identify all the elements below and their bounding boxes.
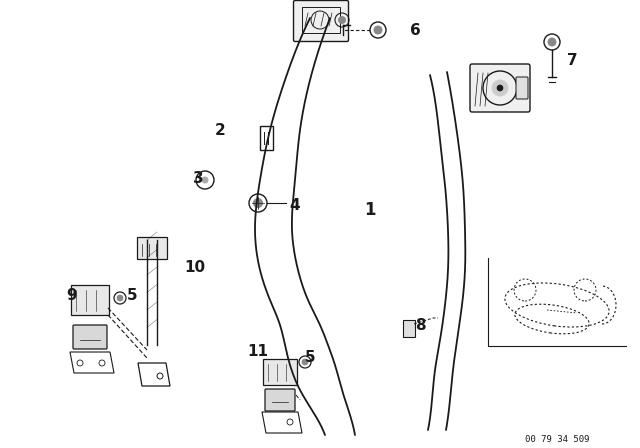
FancyBboxPatch shape [294, 0, 349, 42]
Text: 3: 3 [193, 171, 204, 185]
Text: 5: 5 [127, 289, 138, 303]
Text: 8: 8 [415, 318, 426, 332]
FancyBboxPatch shape [265, 389, 295, 411]
Text: 5: 5 [305, 350, 316, 366]
Circle shape [374, 26, 382, 34]
Text: 9: 9 [67, 288, 77, 302]
FancyBboxPatch shape [137, 237, 167, 259]
Text: 11: 11 [248, 345, 269, 359]
Text: 4: 4 [290, 198, 300, 212]
FancyBboxPatch shape [403, 319, 415, 336]
FancyBboxPatch shape [73, 325, 107, 349]
Text: 7: 7 [566, 52, 577, 68]
FancyBboxPatch shape [71, 285, 109, 315]
Text: 10: 10 [184, 260, 205, 276]
Circle shape [339, 17, 346, 23]
Text: 1: 1 [364, 201, 376, 219]
FancyBboxPatch shape [470, 64, 530, 112]
Circle shape [253, 198, 262, 207]
Circle shape [302, 359, 308, 365]
Circle shape [492, 80, 508, 96]
FancyBboxPatch shape [263, 359, 297, 385]
Text: 2: 2 [214, 122, 225, 138]
Circle shape [497, 85, 503, 91]
Circle shape [117, 295, 123, 301]
Circle shape [548, 38, 556, 46]
Circle shape [202, 177, 208, 183]
Text: 6: 6 [410, 22, 420, 38]
FancyBboxPatch shape [516, 77, 528, 99]
Text: 00 79 34 509: 00 79 34 509 [525, 435, 589, 444]
